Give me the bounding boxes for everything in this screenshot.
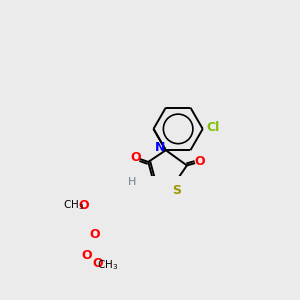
Text: O: O bbox=[130, 151, 141, 164]
Text: S: S bbox=[172, 184, 181, 196]
Text: N: N bbox=[155, 141, 165, 154]
Text: O: O bbox=[82, 249, 92, 262]
Text: CH$_3$: CH$_3$ bbox=[63, 198, 85, 212]
Text: H: H bbox=[128, 177, 136, 187]
Text: O: O bbox=[194, 155, 205, 168]
Text: O: O bbox=[90, 228, 101, 241]
Text: O: O bbox=[92, 257, 103, 270]
Text: Cl: Cl bbox=[207, 121, 220, 134]
Text: O: O bbox=[78, 199, 89, 212]
Text: CH$_3$: CH$_3$ bbox=[98, 258, 118, 272]
